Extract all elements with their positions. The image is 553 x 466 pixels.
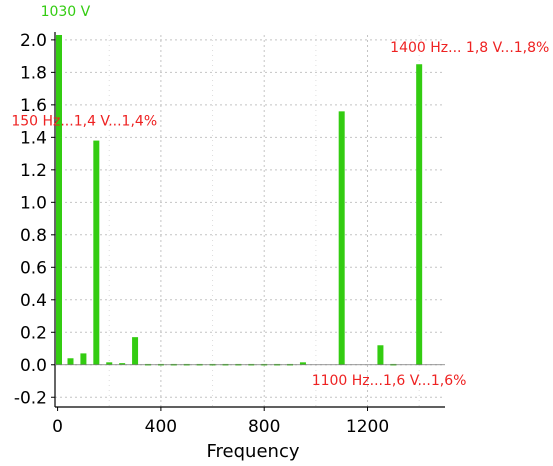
y-tick-label: -0.2 — [14, 388, 47, 408]
bar — [93, 140, 100, 365]
x-tick-label: 0 — [52, 417, 63, 437]
grid — [55, 35, 445, 407]
x-axis-label: Frequency — [207, 441, 300, 462]
annotation-label: 1100 Hz...1,6 V...1,6% — [312, 373, 467, 389]
bar — [377, 345, 384, 365]
y-tick-label: 0.8 — [20, 226, 47, 246]
y-tick-labels: -0.2 0.0 0.2 0.4 0.6 0.8 1.0 1.2 1.4 1.6 1.8 2.0 — [14, 31, 47, 408]
bar — [56, 35, 62, 365]
bar — [132, 337, 139, 365]
x-tick-label: 400 — [145, 417, 177, 437]
y-tick-label: 1.2 — [20, 161, 47, 181]
annotation-label: 1030 V — [41, 4, 91, 20]
annotations: 1030 V 150 Hz...1,4 V...1,4% 1100 Hz...1,6… — [11, 4, 549, 389]
bar — [67, 358, 74, 365]
y-tick-label: 1.8 — [20, 63, 47, 83]
x-tick-label: 1200 — [346, 417, 389, 437]
annotation-label: 1400 Hz... 1,8 V...1,8% — [390, 40, 549, 56]
bar — [80, 353, 87, 365]
y-tick-label: 0.4 — [20, 291, 47, 311]
annotation-label: 150 Hz...1,4 V...1,4% — [11, 114, 157, 130]
x-tick-labels: 0 400 800 1200 — [52, 417, 389, 437]
bar — [119, 363, 126, 365]
axes — [51, 32, 445, 411]
y-tick-label: 1.0 — [20, 193, 47, 213]
y-tick-label: 1.4 — [20, 128, 47, 148]
bar — [416, 64, 423, 365]
y-tick-label: 2.0 — [20, 31, 47, 51]
y-tick-label: 0.6 — [20, 258, 47, 278]
bar — [338, 111, 345, 365]
y-tick-label: 0.2 — [20, 323, 47, 343]
y-tick-label: 1.6 — [20, 96, 47, 116]
bar — [299, 362, 306, 365]
x-tick-label: 800 — [248, 417, 280, 437]
y-tick-label: 0.0 — [20, 356, 47, 376]
bar — [106, 362, 113, 365]
